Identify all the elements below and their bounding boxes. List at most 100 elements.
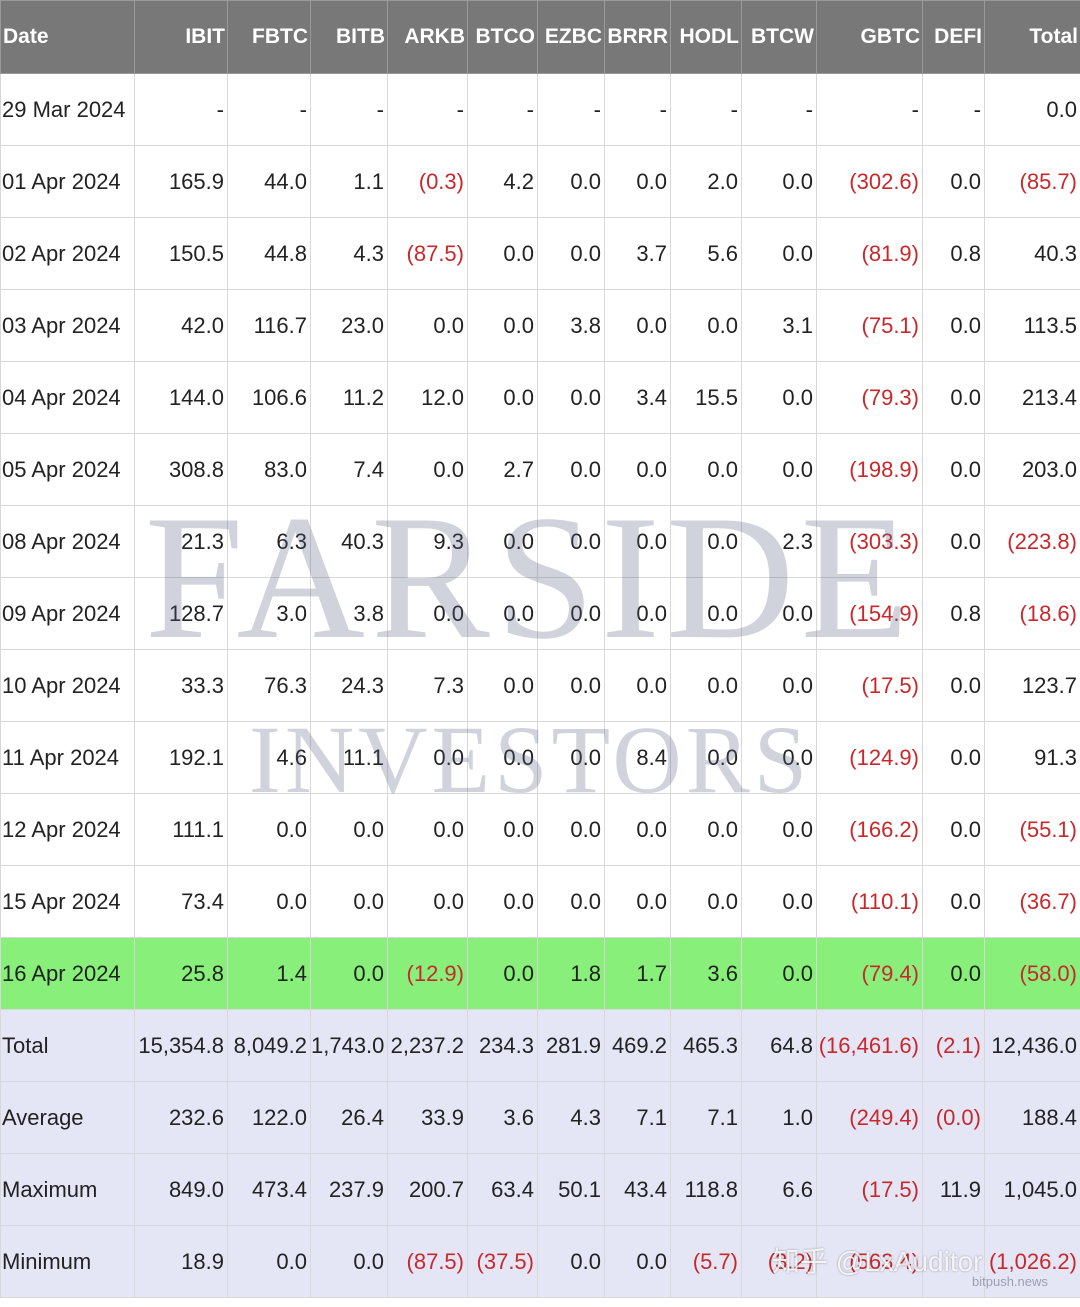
value-cell: (18.6): [984, 577, 1080, 650]
header-date: Date: [0, 0, 135, 74]
value-cell: 15,354.8: [134, 1009, 228, 1082]
row-label-cell: 15 Apr 2024: [0, 865, 135, 938]
value-cell: 0.0: [604, 865, 671, 938]
value-cell: 0.0: [670, 721, 742, 794]
value-cell: 0.0: [467, 865, 538, 938]
value-cell: 465.3: [670, 1009, 742, 1082]
table-row: 10 Apr 2024 33.3 76.3 24.3 7.3 0.0 0.0 0.0 0.0 0.…: [0, 649, 1080, 722]
value-cell: 0.0: [537, 577, 605, 650]
value-cell: 40.3: [310, 505, 388, 578]
value-cell: 2.7: [467, 433, 538, 506]
value-cell: 43.4: [604, 1153, 671, 1226]
value-cell: 26.4: [310, 1081, 388, 1154]
value-cell: 0.0: [537, 865, 605, 938]
row-label-cell: 10 Apr 2024: [0, 649, 135, 722]
value-cell: 0.0: [670, 289, 742, 362]
value-cell: 200.7: [387, 1153, 468, 1226]
table-row: 29 Mar 2024- - - - - - - - - - -0.0: [0, 73, 1080, 146]
table-row: 12 Apr 2024 111.1 0.0 0.0 0.0 0.0 0.0 0.0 0.0 0.0…: [0, 793, 1080, 866]
value-cell: 0.0: [310, 937, 388, 1010]
value-cell: 18.9: [134, 1225, 228, 1298]
value-cell: 0.0: [387, 865, 468, 938]
value-cell: 0.0: [670, 505, 742, 578]
value-cell: (81.9): [816, 217, 923, 290]
value-cell: 73.4: [134, 865, 228, 938]
value-cell: 0.0: [310, 865, 388, 938]
value-cell: 4.2: [467, 145, 538, 218]
value-cell: 0.0: [227, 793, 311, 866]
value-cell: 83.0: [227, 433, 311, 506]
value-cell: 0.0: [537, 361, 605, 434]
value-cell: 0.0: [467, 361, 538, 434]
header-ezbc: EZBC: [537, 0, 605, 74]
value-cell: (55.1): [984, 793, 1080, 866]
value-cell: 50.1: [537, 1153, 605, 1226]
value-cell: (3.2): [741, 1225, 817, 1298]
value-cell: (37.5): [467, 1225, 538, 1298]
value-cell: 5.6: [670, 217, 742, 290]
value-cell: 0.0: [922, 793, 985, 866]
value-cell: 0.0: [467, 721, 538, 794]
value-cell: 0.0: [310, 1225, 388, 1298]
value-cell: 0.0: [922, 505, 985, 578]
row-label-cell: Average: [0, 1081, 135, 1154]
value-cell: (2.1): [922, 1009, 985, 1082]
value-cell: 0.0: [227, 1225, 311, 1298]
value-cell: 165.9: [134, 145, 228, 218]
value-cell: 15.5: [670, 361, 742, 434]
value-cell: 0.0: [537, 433, 605, 506]
value-cell: 281.9: [537, 1009, 605, 1082]
value-cell: 0.0: [741, 649, 817, 722]
row-label-cell: 08 Apr 2024: [0, 505, 135, 578]
value-cell: (36.7): [984, 865, 1080, 938]
value-cell: 0.0: [922, 721, 985, 794]
value-cell: 1.0: [741, 1081, 817, 1154]
value-cell: 0.0: [467, 505, 538, 578]
row-label-cell: Maximum: [0, 1153, 135, 1226]
value-cell: 33.3: [134, 649, 228, 722]
value-cell: 0.0: [537, 1225, 605, 1298]
table-row: 15 Apr 2024 73.4 0.0 0.0 0.0 0.0 0.0 0.0 0.0 0.0(…: [0, 865, 1080, 938]
value-cell: 122.0: [227, 1081, 311, 1154]
table-row: 11 Apr 2024 192.1 4.6 11.1 0.0 0.0 0.0 8.4 0.0 0.…: [0, 721, 1080, 794]
value-cell: 3.8: [537, 289, 605, 362]
table-header-row: Date IBIT FBTC BITB ARKB BTCO EZBC BRRR HODL BTCW…: [0, 0, 1080, 74]
value-cell: 111.1: [134, 793, 228, 866]
value-cell: 0.0: [670, 649, 742, 722]
value-cell: 0.0: [604, 649, 671, 722]
value-cell: 0.0: [387, 721, 468, 794]
value-cell: 3.1: [741, 289, 817, 362]
value-cell: 0.0: [922, 649, 985, 722]
value-cell: (75.1): [816, 289, 923, 362]
value-cell: 7.1: [670, 1081, 742, 1154]
value-cell: (110.1): [816, 865, 923, 938]
value-cell: 0.0: [922, 433, 985, 506]
value-cell: 24.3: [310, 649, 388, 722]
value-cell: (223.8): [984, 505, 1080, 578]
value-cell: (303.3): [816, 505, 923, 578]
value-cell: (0.0): [922, 1081, 985, 1154]
row-label-cell: 09 Apr 2024: [0, 577, 135, 650]
row-label-cell: 29 Mar 2024: [0, 73, 135, 146]
value-cell: (249.4): [816, 1081, 923, 1154]
value-cell: 44.8: [227, 217, 311, 290]
value-cell: 6.3: [227, 505, 311, 578]
value-cell: 0.0: [741, 433, 817, 506]
value-cell: (124.9): [816, 721, 923, 794]
value-cell: (17.5): [816, 1153, 923, 1226]
value-cell: 0.0: [741, 217, 817, 290]
value-cell: 91.3: [984, 721, 1080, 794]
value-cell: 234.3: [467, 1009, 538, 1082]
value-cell: (58.0): [984, 937, 1080, 1010]
value-cell: [922, 1225, 985, 1298]
value-cell: 2.0: [670, 145, 742, 218]
value-cell: 0.0: [227, 865, 311, 938]
value-cell: 0.0: [741, 937, 817, 1010]
value-cell: (166.2): [816, 793, 923, 866]
value-cell: 11.9: [922, 1153, 985, 1226]
value-cell: 64.8: [741, 1009, 817, 1082]
value-cell: 0.0: [310, 793, 388, 866]
header-arkb: ARKB: [387, 0, 468, 74]
value-cell: 3.8: [310, 577, 388, 650]
